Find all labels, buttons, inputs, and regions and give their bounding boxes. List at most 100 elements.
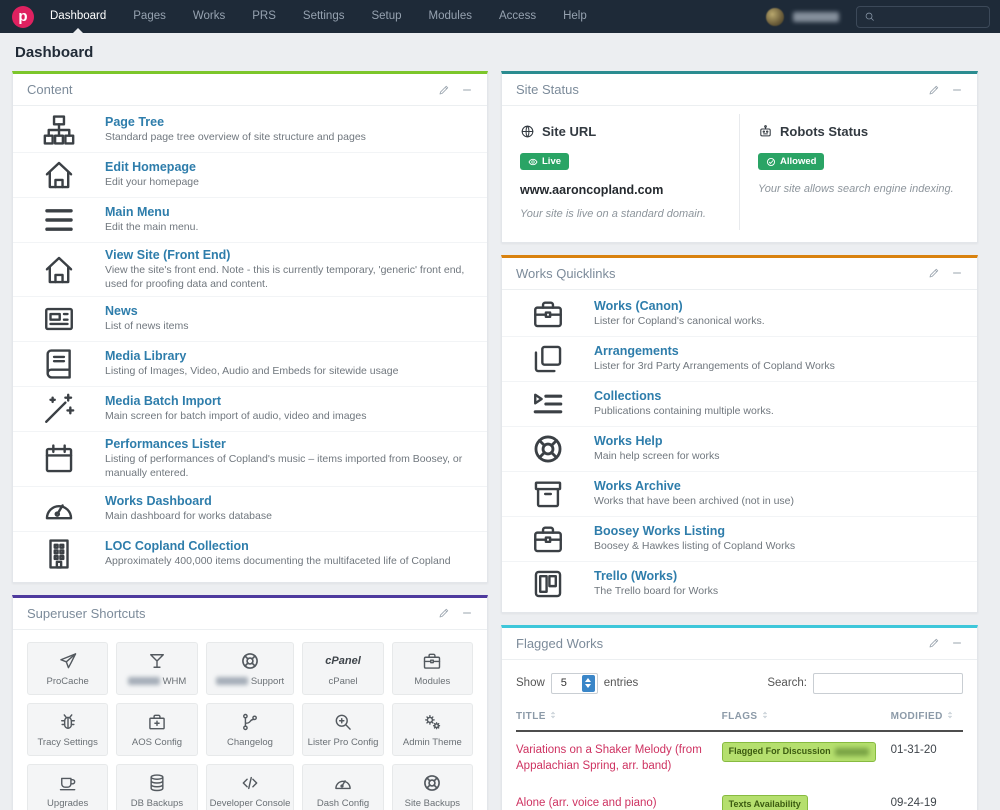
nav-item-setup[interactable]: Setup [371,10,402,22]
quicklink-title[interactable]: LOC Copland Collection [105,538,249,553]
page-length-select[interactable]: 5 [550,672,598,694]
site-url-note: Your site is live on a standard domain. [520,207,706,220]
quicklink-title[interactable]: Arrangements [594,343,679,358]
shortcut-upgrades[interactable]: Upgrades [27,763,109,810]
list-item[interactable]: Arrangements Lister for 3rd Party Arrang… [502,337,977,382]
menu-bars-icon [13,203,105,237]
column-header-title[interactable]: TITLE [516,701,722,732]
nav-item-help[interactable]: Help [563,10,587,22]
list-item[interactable]: Works Help Main help screen for works [502,427,977,472]
list-item[interactable]: Trello (Works) The Trello board for Work… [502,562,977,606]
quicklink-title[interactable]: Works Archive [594,478,681,493]
collapse-panel-icon[interactable] [951,637,963,649]
list-item[interactable]: Media Library Listing of Images, Video, … [13,342,487,388]
site-url-section: Site URL Live www.aaroncopland.com Your … [502,114,739,230]
nav-item-works[interactable]: Works [192,10,226,22]
quicklink-title[interactable]: Media Library [105,349,187,364]
collapse-panel-icon[interactable] [461,607,473,619]
quicklink-desc: Works that have been archived (not in us… [594,494,794,507]
shortcut-changelog[interactable]: Changelog [205,702,295,756]
column-header-modified[interactable]: MODIFIED [890,701,963,732]
user-name-redacted[interactable] [793,11,839,22]
quicklink-title[interactable]: Boosey Works Listing [594,523,726,538]
flagged-works-panel: Flagged Works Show 5 entries Search: [501,624,978,810]
edit-panel-icon[interactable] [928,84,940,96]
edit-panel-icon[interactable] [438,607,450,619]
list-item[interactable]: Works Dashboard Main dashboard for works… [13,487,487,532]
quicklink-title[interactable]: Trello (Works) [594,568,678,583]
quicklink-title[interactable]: Media Batch Import [105,394,221,409]
section-heading: Site URL [542,124,597,139]
gauge-icon [333,773,353,793]
entries-label: entries [603,677,639,689]
list-item[interactable]: Performances Lister Listing of performan… [13,432,487,487]
edit-panel-icon[interactable] [928,267,940,279]
list-item[interactable]: Edit Homepage Edit your homepage [13,153,487,198]
select-spinner-icon [581,674,595,692]
processwire-logo-icon[interactable]: p [12,5,34,28]
nav-item-pages[interactable]: Pages [133,10,166,22]
work-title-link[interactable]: Variations on a Shaker Melody (from Appa… [516,743,702,773]
quicklink-title[interactable]: Works Dashboard [105,493,212,508]
list-item[interactable]: Media Batch Import Main screen for batch… [13,387,487,433]
list-item[interactable]: LOC Copland Collection Approximately 400… [13,532,487,576]
collapse-panel-icon[interactable] [951,267,963,279]
bug-icon [58,712,78,732]
shortcut-lister-pro-config[interactable]: Lister Pro Config [302,702,384,756]
shortcut-support[interactable]: Support [205,641,295,695]
quicklink-title[interactable]: Main Menu [105,205,170,220]
nav-item-modules[interactable]: Modules [428,10,472,22]
shortcut-modules[interactable]: Modules [391,641,473,695]
search-plus-icon [333,712,353,732]
shortcut-site-backups[interactable]: Site Backups [391,763,473,810]
globe-icon [520,124,535,139]
collapse-panel-icon[interactable] [461,84,473,96]
shortcut-dash-config[interactable]: Dash Config [302,763,384,810]
list-item[interactable]: Boosey Works Listing Boosey & Hawkes lis… [502,517,977,562]
gears-icon [422,712,442,732]
shortcut-admin-theme[interactable]: Admin Theme [391,702,473,756]
briefcase-icon [422,651,442,671]
edit-panel-icon[interactable] [928,637,940,649]
shortcut-db-backups[interactable]: DB Backups [116,763,198,810]
quicklink-title[interactable]: Works Help [594,433,663,448]
shortcut-procache[interactable]: ProCache [27,641,109,695]
list-item[interactable]: Works Archive Works that have been archi… [502,472,977,517]
navbar-search-input[interactable] [880,10,982,23]
list-item[interactable]: Page Tree Standard page tree overview of… [13,108,487,153]
quicklink-title[interactable]: News [105,304,138,319]
shortcut-cpanel[interactable]: cPanel cPanel [302,641,384,695]
shortcut-aos-config[interactable]: AOS Config [116,702,198,756]
superuser-shortcuts-panel: Superuser Shortcuts ProCache WHM Suppo [12,594,488,810]
quicklink-title[interactable]: View Site (Front End) [105,248,231,262]
quicklink-desc: Publications containing multiple works. [594,404,774,417]
shortcut-label: Admin Theme [402,736,462,748]
status-badge: Allowed [758,153,825,170]
quicklink-title[interactable]: Works (Canon) [594,298,683,313]
shortcut-tracy-settings[interactable]: Tracy Settings [27,702,109,756]
flagged-works-table: TITLE FLAGS MODIFIED Variations on a Sha… [516,701,963,810]
user-avatar[interactable] [766,7,784,26]
list-item[interactable]: News List of news items [13,297,487,343]
shortcut-whm[interactable]: WHM [116,641,198,695]
list-item[interactable]: Collections Publications containing mult… [502,382,977,427]
shortcut-developer-console[interactable]: Developer Console [205,763,295,810]
quicklink-title[interactable]: Collections [594,388,662,403]
shortcut-label: Site Backups [404,797,461,809]
table-search-input[interactable] [813,672,963,694]
list-item[interactable]: Works (Canon) Lister for Copland's canon… [502,292,977,337]
list-item[interactable]: View Site (Front End) View the site's fr… [13,243,487,298]
work-title-link[interactable]: Alone (arr. voice and piano) [516,796,657,809]
nav-item-dashboard[interactable]: Dashboard [50,0,106,33]
quicklink-title[interactable]: Page Tree [105,115,165,130]
edit-panel-icon[interactable] [438,84,450,96]
nav-item-prs[interactable]: PRS [252,10,276,22]
main-menu: Dashboard Pages Works PRS Settings Setup… [50,0,587,33]
collapse-panel-icon[interactable] [951,84,963,96]
list-item[interactable]: Main Menu Edit the main menu. [13,198,487,243]
nav-item-access[interactable]: Access [499,10,537,22]
column-header-flags[interactable]: FLAGS [721,701,891,732]
nav-item-settings[interactable]: Settings [302,10,345,22]
quicklink-title[interactable]: Performances Lister [105,437,226,452]
quicklink-title[interactable]: Edit Homepage [105,160,196,175]
